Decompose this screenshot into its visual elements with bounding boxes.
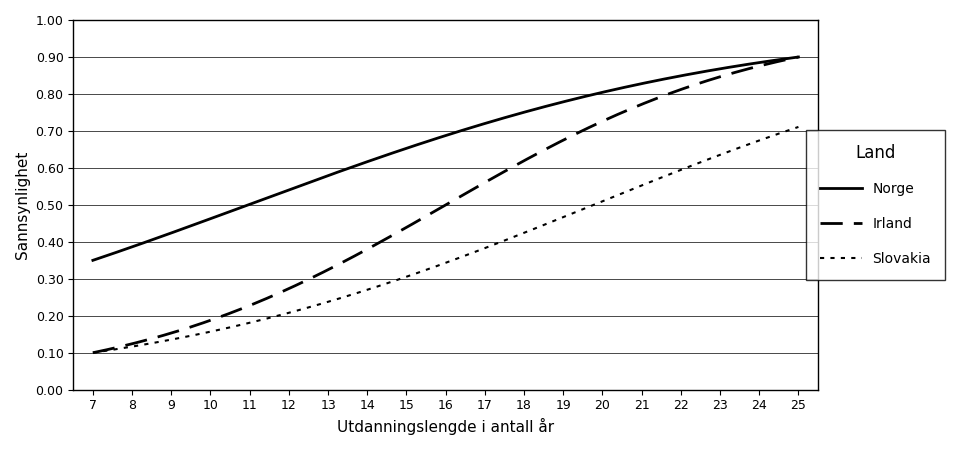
Slovakia: [468, 249, 480, 255]
Slovakia: [422, 266, 434, 272]
Norge: [665, 75, 677, 81]
Irland: [793, 54, 804, 60]
Slovakia: [426, 265, 438, 270]
Irland: [87, 350, 99, 356]
Norge: [507, 112, 518, 118]
Legend: Norge, Irland, Slovakia: Norge, Irland, Slovakia: [806, 130, 946, 280]
Irland: [776, 58, 787, 63]
Y-axis label: Sannsynlighet: Sannsynlighet: [15, 151, 30, 259]
Slovakia: [776, 130, 787, 135]
Norge: [793, 54, 804, 60]
Line: Irland: Irland: [93, 57, 799, 353]
Irland: [422, 212, 434, 218]
Norge: [422, 139, 434, 144]
Irland: [665, 90, 677, 96]
Norge: [426, 137, 438, 143]
Line: Norge: Norge: [93, 57, 799, 260]
Norge: [776, 57, 787, 62]
Irland: [507, 164, 518, 170]
Slovakia: [507, 234, 518, 240]
Slovakia: [665, 171, 677, 176]
Norge: [87, 257, 99, 263]
Line: Slovakia: Slovakia: [93, 127, 799, 353]
Irland: [468, 185, 480, 191]
Slovakia: [87, 350, 99, 356]
Irland: [426, 210, 438, 216]
X-axis label: Utdanningslengde i antall år: Utdanningslengde i antall år: [337, 418, 554, 435]
Slovakia: [793, 124, 804, 130]
Norge: [468, 124, 480, 129]
